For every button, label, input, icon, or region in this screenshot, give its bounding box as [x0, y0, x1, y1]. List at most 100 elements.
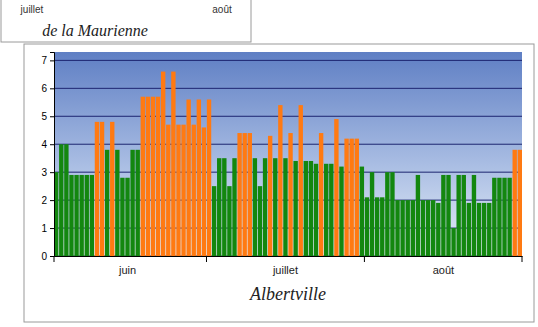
- bar: [411, 200, 415, 256]
- y-tick-label: 6: [41, 83, 47, 94]
- fragment-title: de la Maurienne: [42, 22, 148, 39]
- y-tick-mark: [50, 116, 54, 117]
- bar: [90, 175, 94, 256]
- bar: [339, 167, 343, 256]
- y-tick: 2: [41, 195, 54, 206]
- bar: [375, 197, 379, 256]
- bar: [518, 150, 522, 256]
- chart-title: Albertville: [249, 284, 326, 304]
- grid-line: [54, 116, 522, 117]
- bar: [497, 178, 501, 256]
- bar: [161, 72, 165, 256]
- bar: [482, 203, 486, 256]
- bar: [293, 161, 297, 256]
- y-tick-label: 2: [41, 195, 47, 206]
- x-tick-label: août: [433, 264, 454, 276]
- bar: [181, 125, 185, 256]
- bar: [110, 122, 114, 256]
- bar: [467, 203, 471, 256]
- bar: [502, 178, 506, 256]
- bar: [217, 158, 221, 256]
- fragment-card: [1, 0, 251, 42]
- bar: [507, 178, 511, 256]
- bar: [74, 175, 78, 256]
- bar: [487, 203, 491, 256]
- bar: [324, 164, 328, 256]
- bar: [207, 100, 211, 256]
- bar: [125, 178, 129, 256]
- x-axis: juin juillet août: [55, 256, 523, 276]
- bar: [299, 105, 303, 256]
- bar: [248, 133, 252, 256]
- y-tick-label: 3: [41, 167, 47, 178]
- bar: [462, 175, 466, 256]
- bar: [451, 228, 455, 256]
- y-tick-mark: [50, 228, 54, 229]
- bar: [319, 133, 323, 256]
- y-tick-mark: [50, 172, 54, 173]
- bar: [202, 127, 206, 256]
- bar: [79, 175, 83, 256]
- bar: [421, 200, 425, 256]
- bar: [288, 133, 292, 256]
- x-separator: [206, 256, 207, 262]
- x-axis-line: [55, 256, 523, 257]
- y-tick-mark: [50, 144, 54, 145]
- bar: [431, 200, 435, 256]
- bar: [243, 133, 247, 256]
- bar: [334, 119, 338, 256]
- bar: [85, 175, 89, 256]
- bar: [472, 175, 476, 256]
- bar: [370, 172, 374, 256]
- bar: [492, 178, 496, 256]
- x-tick-label: juillet: [272, 264, 298, 276]
- y-tick-label: 7: [41, 55, 47, 66]
- y-tick-mark: [50, 60, 54, 61]
- bar: [130, 150, 134, 256]
- bar: [120, 178, 124, 256]
- bar: [222, 158, 226, 256]
- x-tick: août: [433, 256, 454, 276]
- bar: [192, 125, 196, 256]
- bar: [151, 97, 155, 256]
- bar: [273, 158, 277, 256]
- fragment-x-tick-label: juillet: [20, 4, 44, 15]
- bar: [416, 175, 420, 256]
- bar: [360, 167, 364, 256]
- bar: [477, 203, 481, 256]
- bar: [212, 186, 216, 256]
- x-tick: juin: [118, 256, 136, 276]
- bar: [171, 72, 175, 256]
- bar: [513, 150, 517, 256]
- y-tick-mark: [50, 200, 54, 201]
- bar: [263, 158, 267, 256]
- x-separators: [54, 256, 522, 262]
- y-axis-line: [50, 53, 55, 257]
- grid-line: [54, 88, 522, 89]
- grid: [54, 60, 522, 256]
- bar: [309, 161, 313, 256]
- bar: [283, 158, 287, 256]
- bar: [385, 172, 389, 256]
- bar: [100, 122, 104, 256]
- main-panel: 01234567juinjuilletaoûtAlbertville: [24, 44, 534, 322]
- fragment-x-tick-label: août: [212, 4, 232, 15]
- y-tick-mark: [50, 256, 54, 257]
- y-tick: 3: [41, 167, 54, 178]
- bar: [304, 161, 308, 256]
- bar: [136, 150, 140, 256]
- bar: [355, 139, 359, 256]
- y-tick-mark: [50, 88, 54, 89]
- y-tick-label: 4: [41, 139, 47, 150]
- bar: [176, 125, 180, 256]
- grid-line: [54, 60, 522, 61]
- main-card: [24, 44, 534, 322]
- bar: [314, 164, 318, 256]
- fragment-panel: juillet août de la Maurienne: [1, 0, 251, 42]
- bar: [64, 144, 68, 256]
- bar: [278, 105, 282, 256]
- y-tick: 7: [41, 55, 54, 66]
- bar: [59, 144, 63, 256]
- x-tick: juillet: [272, 256, 298, 276]
- bar: [365, 197, 369, 256]
